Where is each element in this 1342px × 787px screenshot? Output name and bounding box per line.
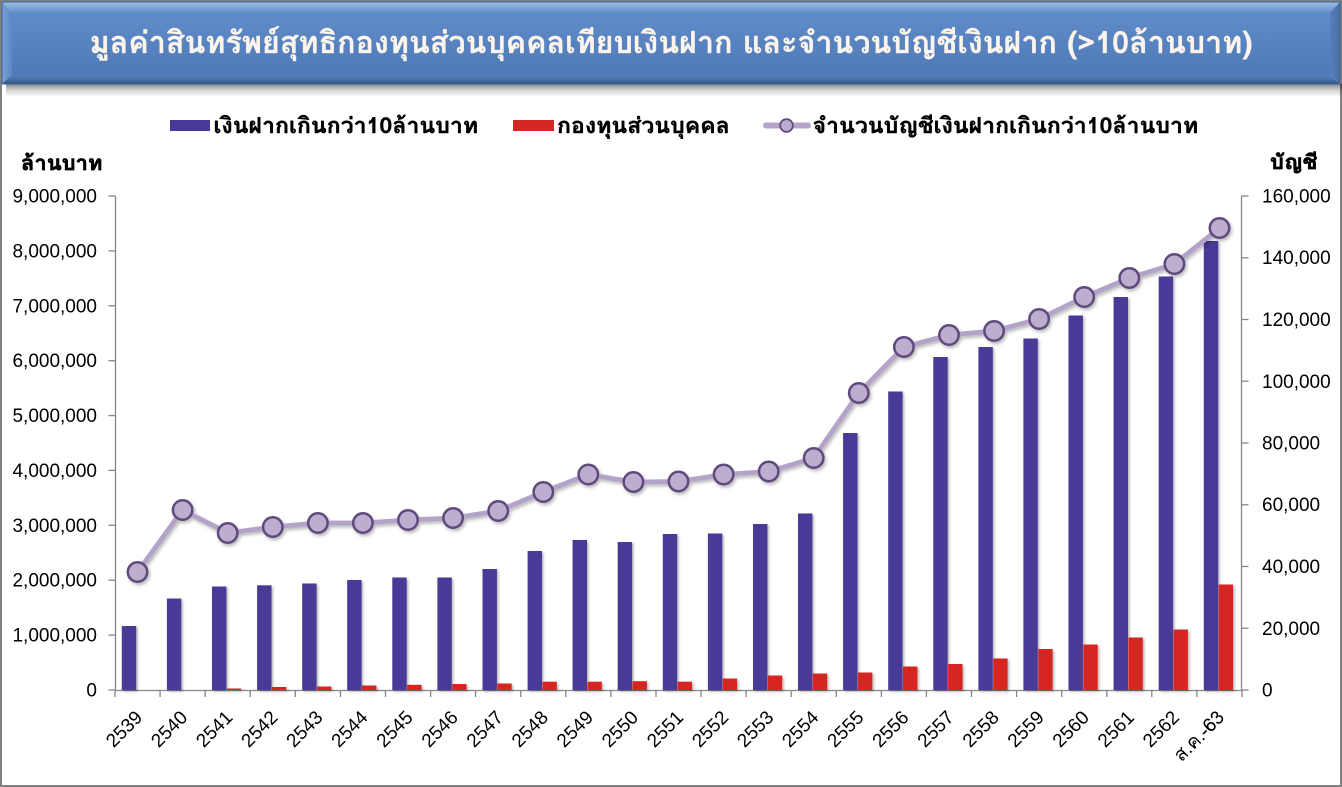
svg-text:5,000,000: 5,000,000 <box>12 406 97 427</box>
svg-text:100,000: 100,000 <box>1262 372 1331 393</box>
svg-text:8,000,000: 8,000,000 <box>12 241 97 262</box>
svg-text:6,000,000: 6,000,000 <box>12 351 97 372</box>
svg-text:160,000: 160,000 <box>1262 187 1331 208</box>
svg-text:1,000,000: 1,000,000 <box>12 626 97 647</box>
svg-text:3,000,000: 3,000,000 <box>12 516 97 537</box>
svg-text:7,000,000: 7,000,000 <box>12 296 97 317</box>
svg-text:20,000: 20,000 <box>1262 619 1320 640</box>
svg-text:40,000: 40,000 <box>1262 557 1320 578</box>
svg-text:0: 0 <box>86 681 97 702</box>
svg-text:9,000,000: 9,000,000 <box>12 187 97 208</box>
svg-text:60,000: 60,000 <box>1262 495 1320 516</box>
svg-text:140,000: 140,000 <box>1262 248 1331 269</box>
svg-text:2,000,000: 2,000,000 <box>12 571 97 592</box>
svg-text:80,000: 80,000 <box>1262 434 1320 455</box>
svg-text:4,000,000: 4,000,000 <box>12 461 97 482</box>
svg-text:0: 0 <box>1262 681 1273 702</box>
svg-text:120,000: 120,000 <box>1262 310 1331 331</box>
